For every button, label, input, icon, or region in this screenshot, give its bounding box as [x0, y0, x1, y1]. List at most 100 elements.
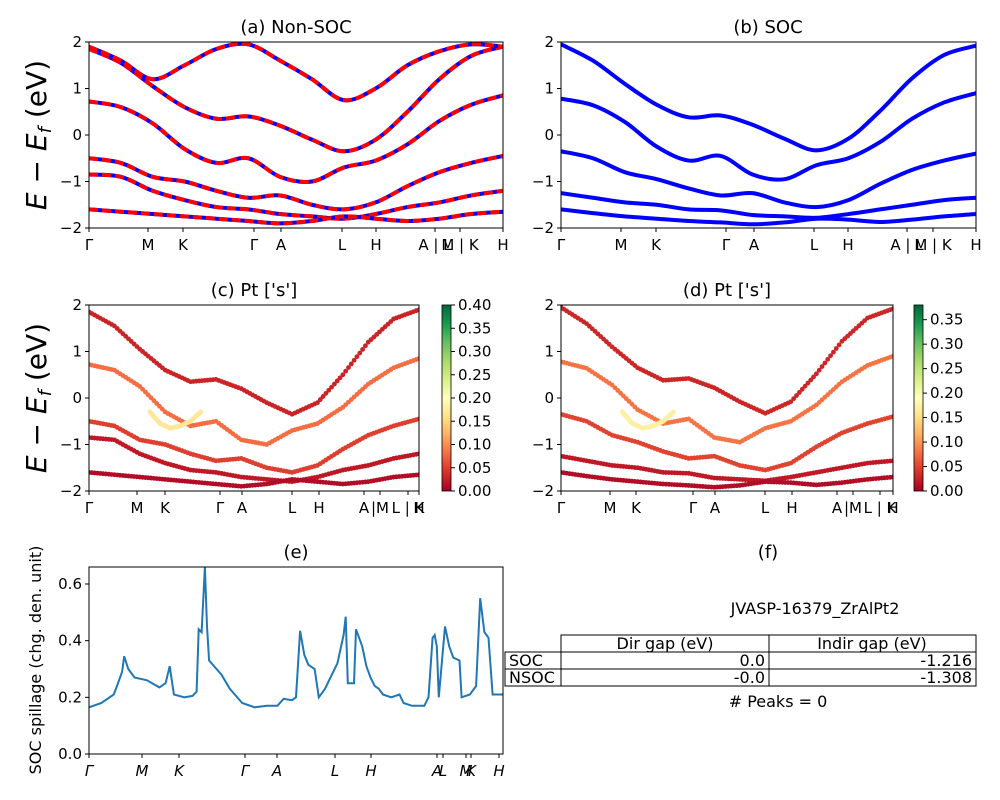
band-point: [198, 409, 204, 415]
x-tick-label: M | K: [441, 236, 480, 254]
x-tick-label: M: [460, 762, 473, 780]
x-tick-label: L: [761, 499, 770, 517]
x-tick-label: A: [431, 762, 442, 780]
y-tick-label: 1: [72, 80, 82, 98]
y-tick-label: 0.0: [58, 745, 82, 763]
x-tick-label: K: [631, 499, 642, 517]
band-point: [670, 409, 676, 415]
panel-b-plot: [561, 42, 976, 227]
panel-c-yticks: 2 1 0 −1 −2: [60, 296, 89, 500]
x-tick-label: H: [842, 236, 853, 254]
band-point: [416, 356, 419, 361]
x-tick-label: H: [413, 499, 424, 517]
band-point: [323, 390, 329, 396]
x-tick-label: L | K: [392, 499, 426, 517]
colorbar-tick-label: 0.30: [930, 335, 963, 353]
band-point: [326, 387, 332, 393]
gap-table-soc-indir: -1.216: [920, 651, 972, 670]
colorbar-tick-label: 0.10: [458, 436, 491, 454]
y-tick-label: 0: [544, 389, 554, 407]
panel-d-plot: [561, 305, 893, 490]
gap-table-nsoc-indir: -1.308: [920, 668, 972, 687]
band-line-spin-down: [89, 93, 503, 184]
band-point: [416, 451, 419, 457]
y-tick-label: 0: [72, 126, 82, 144]
band-point: [320, 394, 326, 399]
band-point: [416, 416, 419, 422]
panel-d-yticks: 2 1 0 −1 −2: [532, 296, 561, 500]
x-tick-label: K: [466, 762, 477, 780]
band-point: [819, 364, 825, 369]
colorbar-tick-label: 0.25: [458, 366, 491, 384]
band-line-spin-up: [89, 42, 503, 103]
colorbar-tick-label: 0.00: [930, 482, 963, 500]
x-tick-label: Γ: [85, 762, 95, 780]
x-tick-label: Γ: [722, 236, 731, 254]
panel-d-colorbar: [913, 304, 924, 492]
x-tick-label: M: [131, 499, 144, 517]
gap-table: Dir gap (eV) Indir gap (eV) SOC 0.0 -1.2…: [504, 634, 977, 687]
band-point: [813, 371, 819, 377]
y-tick-label: 0.4: [58, 632, 82, 650]
x-tick-label: A | L: [890, 236, 924, 254]
panel-e-yticks: 0.6 0.4 0.2 0.0: [58, 575, 89, 763]
x-tick-label: M | K: [914, 236, 953, 254]
x-tick-label: M: [142, 236, 155, 254]
x-tick-label: K: [160, 499, 171, 517]
panel-a-yticks: 2 1 0 −1 −2: [60, 33, 89, 237]
x-tick-label: M: [136, 762, 149, 780]
x-tick-label: H: [497, 236, 508, 254]
band-point: [363, 343, 368, 349]
x-tick-label: H: [493, 762, 504, 780]
band-line-spin-up: [89, 93, 503, 184]
panel-f: (f) JVASP-16379_ZrAlPt2 Dir gap (eV) Ind…: [504, 542, 977, 711]
band-point: [836, 342, 842, 348]
x-tick-label: K: [174, 762, 185, 780]
band-point: [337, 375, 343, 381]
colorbar-tick-label: 0.15: [930, 409, 963, 427]
gap-table-soc-dir: 0.0: [740, 651, 765, 670]
panel-f-title: (f): [758, 542, 778, 563]
y-tick-label: 1: [544, 343, 554, 361]
panel-d-colorbar-ticks: 0.35 0.30 0.25 0.20 0.15 0.10 0.05 0.00: [923, 311, 963, 500]
y-tick-label: −1: [60, 173, 82, 191]
x-tick-label: |M: [844, 499, 862, 517]
x-tick-label: H: [970, 236, 981, 254]
panel-c-ylabel: E − Ef (eV): [20, 323, 56, 473]
band-line-spin-up: [89, 172, 503, 221]
x-tick-label: M: [604, 499, 617, 517]
panel-a-title: (a) Non-SOC: [240, 17, 351, 38]
band-point: [822, 360, 828, 366]
y-tick-label: −2: [60, 482, 82, 500]
x-tick-label: |M: [371, 499, 389, 517]
band-point: [334, 378, 340, 384]
x-tick-label: L: [331, 762, 339, 780]
x-tick-label: H: [786, 499, 797, 517]
gap-table-nsoc-label: NSOC: [509, 668, 555, 687]
x-tick-label: A | L: [418, 236, 452, 254]
band-point: [816, 367, 822, 373]
x-tick-label: H: [313, 499, 324, 517]
band-line-spin-up: [89, 153, 503, 212]
colorbar-tick-label: 0.40: [458, 296, 491, 314]
y-tick-label: 0.2: [58, 688, 82, 706]
band-point: [802, 383, 808, 389]
gap-table-header-dir: Dir gap (eV): [617, 634, 714, 653]
band-point: [890, 474, 893, 480]
y-tick-label: 2: [72, 33, 82, 51]
x-tick-label: K: [178, 236, 189, 254]
x-tick-label: Γ: [557, 236, 566, 254]
colorbar-tick-label: 0.00: [458, 482, 491, 500]
y-tick-label: 1: [72, 343, 82, 361]
panel-a-ylabel: E − Ef (eV): [20, 60, 56, 210]
x-tick-label: A: [749, 236, 760, 254]
band-point: [825, 356, 831, 362]
band-point: [828, 353, 833, 359]
band-point: [794, 393, 799, 398]
band-point: [890, 353, 893, 359]
